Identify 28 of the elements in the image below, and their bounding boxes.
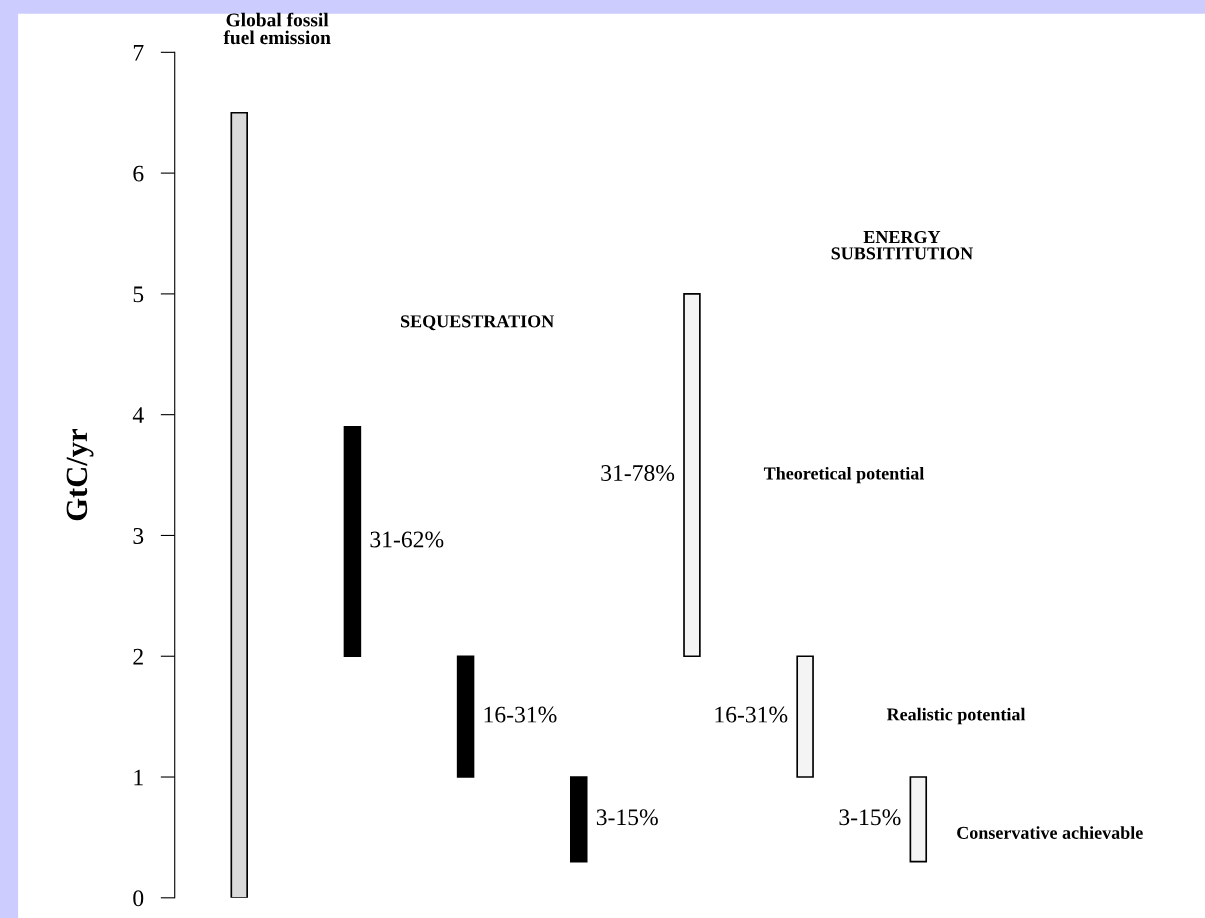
y-tick-label: 2 — [133, 648, 143, 665]
annotation: 16-31% — [715, 706, 788, 723]
annotation: Realistic potential — [886, 707, 1026, 725]
y-tick-label: 7 — [133, 45, 144, 61]
bar — [343, 425, 362, 658]
annotation: SEQUESTRATION — [401, 315, 555, 331]
bar — [456, 655, 475, 778]
y-tick-label: 1 — [134, 769, 143, 786]
annotation: 31-62% — [370, 531, 444, 548]
annotation: 3-15% — [596, 809, 658, 826]
y-tick-label: 4 — [132, 407, 144, 423]
y-tick-label: 6 — [133, 165, 144, 182]
annotation: 16-31% — [484, 706, 557, 723]
text: Global fossil fuel emission — [223, 12, 331, 45]
annotation: Theoretical potential — [763, 466, 925, 484]
bar — [570, 776, 588, 863]
y-axis-title: GtC/yr — [66, 429, 94, 521]
bar — [230, 111, 248, 898]
y-tick-label: 0 — [133, 890, 144, 907]
annotation: ENERGY SUBSITITUTION — [831, 230, 973, 260]
annotation: Conservative achievable — [957, 826, 1143, 839]
annotation: 3-15% — [839, 809, 901, 826]
bar — [796, 655, 814, 778]
bar — [683, 293, 701, 658]
y-tick-label: 5 — [133, 286, 144, 303]
y-tick-label: 3 — [133, 528, 144, 544]
annotation: 31-78% — [601, 465, 675, 482]
bar — [909, 776, 928, 863]
